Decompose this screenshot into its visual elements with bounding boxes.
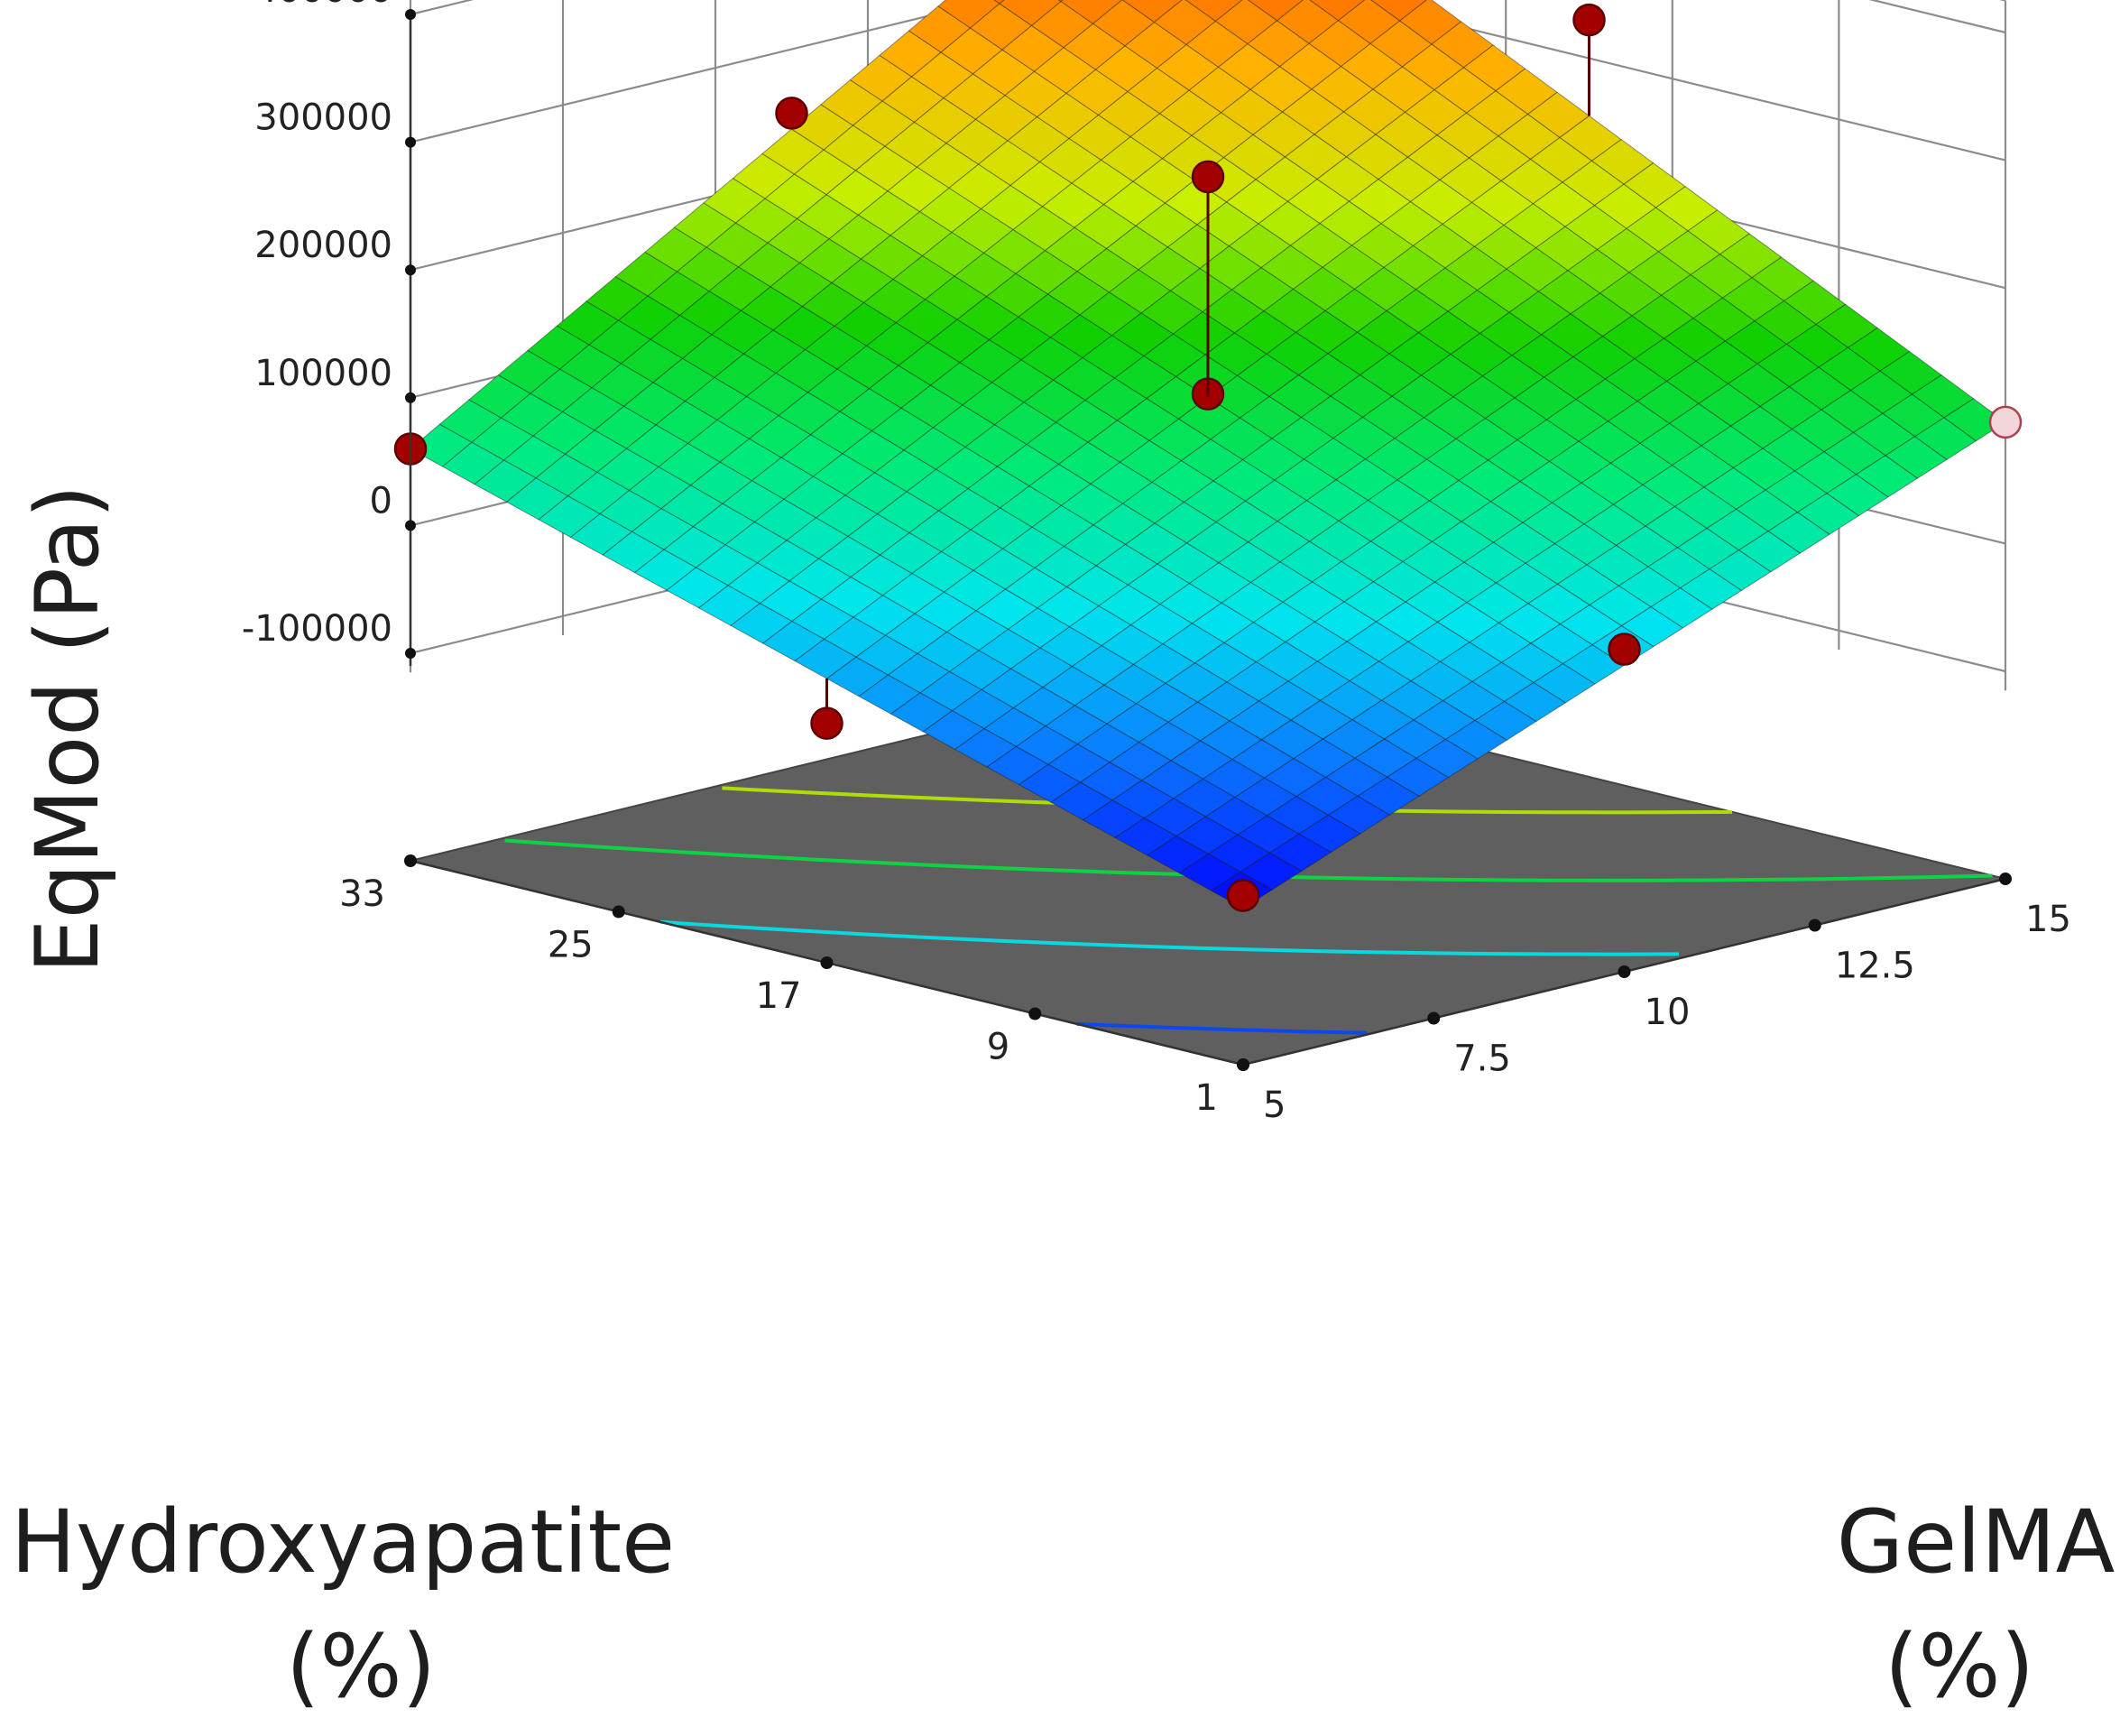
surface-cell [1092,0,1156,47]
surface-cell [1398,0,1462,45]
z-tick-label: 100000 [254,353,392,394]
hydroxyapatite-tick-mark [1028,1007,1042,1020]
gelma-tick-mark [1808,919,1821,932]
z-tick-mark [405,264,416,276]
gelma-tick-mark [1427,1011,1441,1025]
hydroxyapatite-tick-mark [820,956,834,969]
hydroxyapatite-tick-label: 9 [987,1027,1009,1068]
floor-contour [659,919,1679,956]
gelma-tick-mark [1999,873,2012,885]
design-point [1226,879,1260,912]
z-tick-mark [405,9,416,20]
y-axis-title: Hydroxyapatite [11,1491,675,1593]
wall-gridline [410,0,2006,162]
gelma-tick-label: 15 [2025,899,2071,940]
surface-cell [1309,0,1366,22]
z-tick-label: 200000 [254,225,392,266]
response-surface [410,0,2006,910]
z-tick-label: 400000 [254,0,392,11]
floor-contour [504,838,1993,882]
surface-cell [999,0,1062,26]
surface-cell [1153,0,1217,45]
hydroxyapatite-tick-mark [1237,1058,1249,1071]
gelma-tick-mark [1618,965,1631,978]
surface-cell [1370,0,1427,22]
surface-cell [1276,0,1340,44]
surface-cell [1060,0,1123,24]
z-tick-mark [405,520,416,531]
surface-cell [993,0,1005,5]
z-tick-label: 300000 [254,97,392,139]
x-axis-title-unit: (%) [1885,1616,2034,1717]
surface-cell [1247,0,1304,22]
hydroxyapatite-tick-label: 33 [339,873,385,915]
gelma-tick-label: 5 [1263,1085,1286,1126]
surface-cell [1057,0,1064,3]
y-axis-title-unit: (%) [286,1616,436,1717]
x-axis-title: GelMA [1837,1491,2115,1593]
surface-cell [937,0,1000,29]
design-point [775,97,808,130]
z-tick-label: -100000 [242,608,392,650]
surface-cell [1214,0,1278,45]
z-tick-mark [405,392,416,403]
hydroxyapatite-tick-label: 1 [1195,1077,1218,1119]
design-point [1191,160,1225,194]
gelma-tick-label: 7.5 [1453,1039,1511,1080]
design-point [1572,3,1606,37]
axes: -100000010000020000030000040000057.51012… [242,0,2071,1126]
hydroxyapatite-tick-mark [404,854,417,867]
floor-contour [1076,1021,1368,1035]
surface-cell [1121,0,1183,23]
z-tick-mark [405,136,416,148]
axis-labels: EqMod (Pa) Hydroxyapatite (%) GelMA (%) [11,485,2115,1717]
hydroxyapatite-tick-mark [612,905,625,919]
surface-cell [1184,0,1243,22]
hydroxyapatite-tick-label: 17 [756,975,802,1017]
design-point [810,706,843,740]
gelma-tick-label: 10 [1645,992,1691,1033]
surface-cell [1337,0,1401,44]
z-tick-label: 0 [370,480,392,522]
z-axis-title: EqMod (Pa) [17,485,118,974]
hydroxyapatite-tick-label: 25 [548,925,594,966]
z-tick-mark [405,648,416,659]
design-points [393,3,2023,912]
design-point [1988,405,2023,439]
gelma-tick-label: 12.5 [1835,946,1915,987]
design-point [1608,633,1641,666]
